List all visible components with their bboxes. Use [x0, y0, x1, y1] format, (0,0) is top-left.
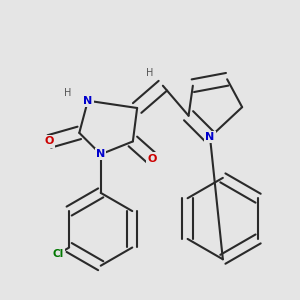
Text: O: O — [45, 136, 54, 146]
Text: Cl: Cl — [53, 249, 64, 259]
Text: O: O — [148, 154, 157, 164]
Text: H: H — [146, 68, 154, 78]
Text: N: N — [83, 96, 92, 106]
Text: N: N — [206, 132, 214, 142]
Text: N: N — [96, 149, 105, 159]
Text: H: H — [64, 88, 71, 98]
